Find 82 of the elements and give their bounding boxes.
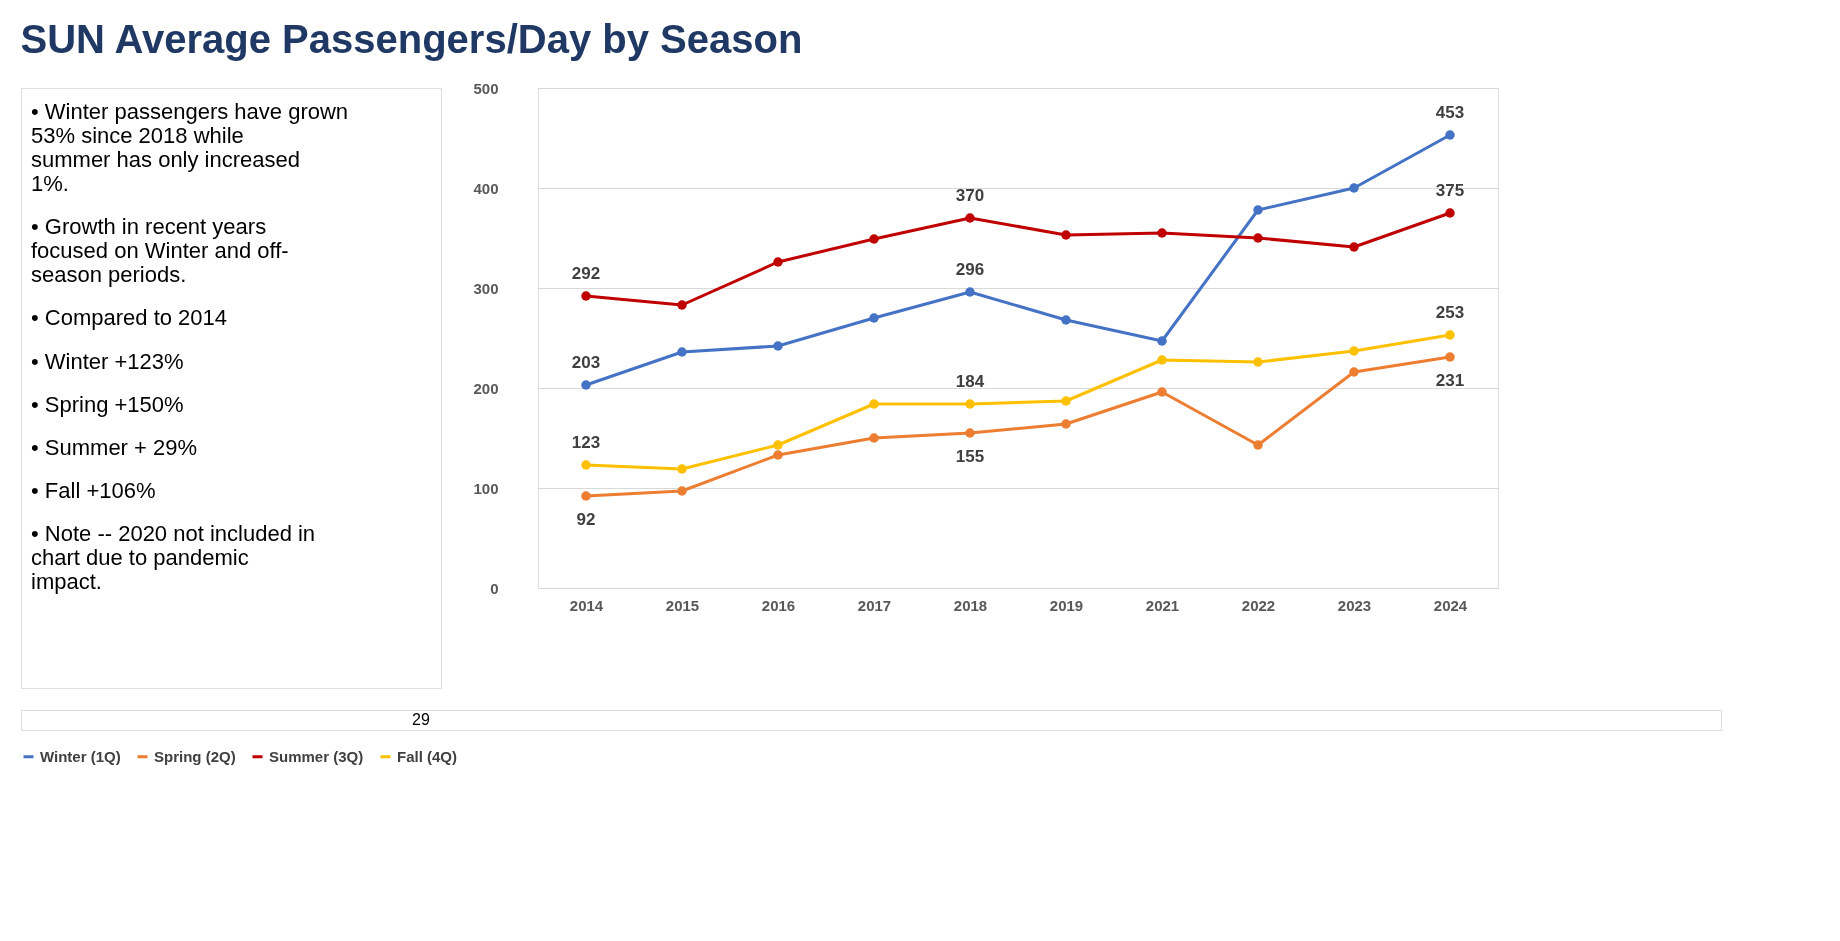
point	[869, 433, 879, 443]
data-label: 453	[1435, 103, 1465, 122]
point	[1253, 440, 1263, 450]
point	[1253, 357, 1263, 367]
x-tick-label: 2022	[1241, 596, 1276, 614]
data-label: 92	[576, 510, 596, 529]
point	[965, 428, 975, 438]
point	[869, 234, 879, 244]
point	[677, 300, 687, 310]
text: • Winter +123%	[31, 348, 184, 374]
text: • Summer + 29%	[31, 435, 198, 460]
y-tick-label: 400	[473, 179, 499, 197]
data-label: 123	[571, 433, 601, 452]
text: • Fall +106%	[31, 478, 156, 504]
point	[965, 287, 975, 297]
point	[581, 380, 591, 390]
point	[1349, 367, 1359, 377]
point	[869, 399, 879, 409]
point	[1253, 233, 1263, 243]
text: 29	[412, 711, 430, 728]
point	[581, 291, 591, 301]
point	[1157, 336, 1167, 346]
point	[1061, 419, 1071, 429]
legend-label: Winter (1Q)	[40, 747, 121, 765]
point	[1061, 396, 1071, 406]
x-tick-label: 2014	[569, 596, 604, 614]
y-tick-label: 200	[473, 379, 499, 397]
text: • Spring +150%	[31, 391, 184, 417]
point	[869, 313, 879, 323]
data-label: 370	[955, 186, 985, 205]
point	[1157, 228, 1167, 238]
point	[965, 399, 975, 409]
point	[773, 440, 783, 450]
point	[677, 347, 687, 357]
y-tick-label: 0	[490, 579, 499, 597]
point	[1061, 315, 1071, 325]
chart-title: SUN Average Passengers/Day by Season	[20, 16, 803, 61]
point	[1061, 230, 1071, 240]
point	[1157, 355, 1167, 365]
point	[677, 486, 687, 496]
point	[1445, 208, 1455, 218]
point	[1349, 346, 1359, 356]
text: • Compared to 2014	[31, 305, 228, 331]
point	[581, 460, 591, 470]
x-tick-label: 2024	[1433, 596, 1468, 614]
x-tick-label: 2019	[1049, 596, 1084, 614]
point	[1157, 387, 1167, 397]
x-tick-label: 2017	[857, 596, 892, 614]
x-tick-label: 2016	[761, 596, 796, 614]
legend-label: Fall (4Q)	[397, 747, 458, 765]
x-tick-label: 2021	[1145, 596, 1180, 614]
point	[677, 464, 687, 474]
point	[1349, 242, 1359, 252]
y-tick-label: 500	[473, 79, 499, 97]
point	[1445, 130, 1455, 140]
point	[581, 491, 591, 501]
legend-label: Spring (2Q)	[154, 747, 236, 765]
data-label: 296	[955, 260, 985, 279]
y-tick-label: 100	[473, 479, 499, 497]
point	[773, 450, 783, 460]
point	[1349, 183, 1359, 193]
data-label: 292	[571, 264, 601, 283]
data-label: 155	[955, 447, 985, 466]
legend-label: Summer (3Q)	[269, 747, 364, 765]
y-tick-label: 300	[473, 279, 499, 297]
point	[1445, 352, 1455, 362]
text: • Note -- 2020 not included in chart due to pandemic impact.	[31, 521, 316, 595]
text: • Winter passengers have grown 53% since 2018 while summer has only increased 1%.	[31, 99, 349, 196]
data-label: 203	[571, 353, 601, 372]
text: • Growth in recent years focused on Winter and off-season periods.	[31, 214, 289, 288]
point	[773, 341, 783, 351]
data-label: 231	[1435, 371, 1465, 390]
data-label: 184	[955, 372, 985, 391]
x-tick-label: 2015	[665, 596, 700, 614]
point	[773, 257, 783, 267]
x-tick-label: 2023	[1337, 596, 1372, 614]
x-tick-label: 2018	[953, 596, 988, 614]
data-label: 375	[1435, 181, 1465, 200]
data-label: 253	[1435, 303, 1465, 322]
point	[1253, 205, 1263, 215]
point	[1445, 330, 1455, 340]
point	[965, 213, 975, 223]
